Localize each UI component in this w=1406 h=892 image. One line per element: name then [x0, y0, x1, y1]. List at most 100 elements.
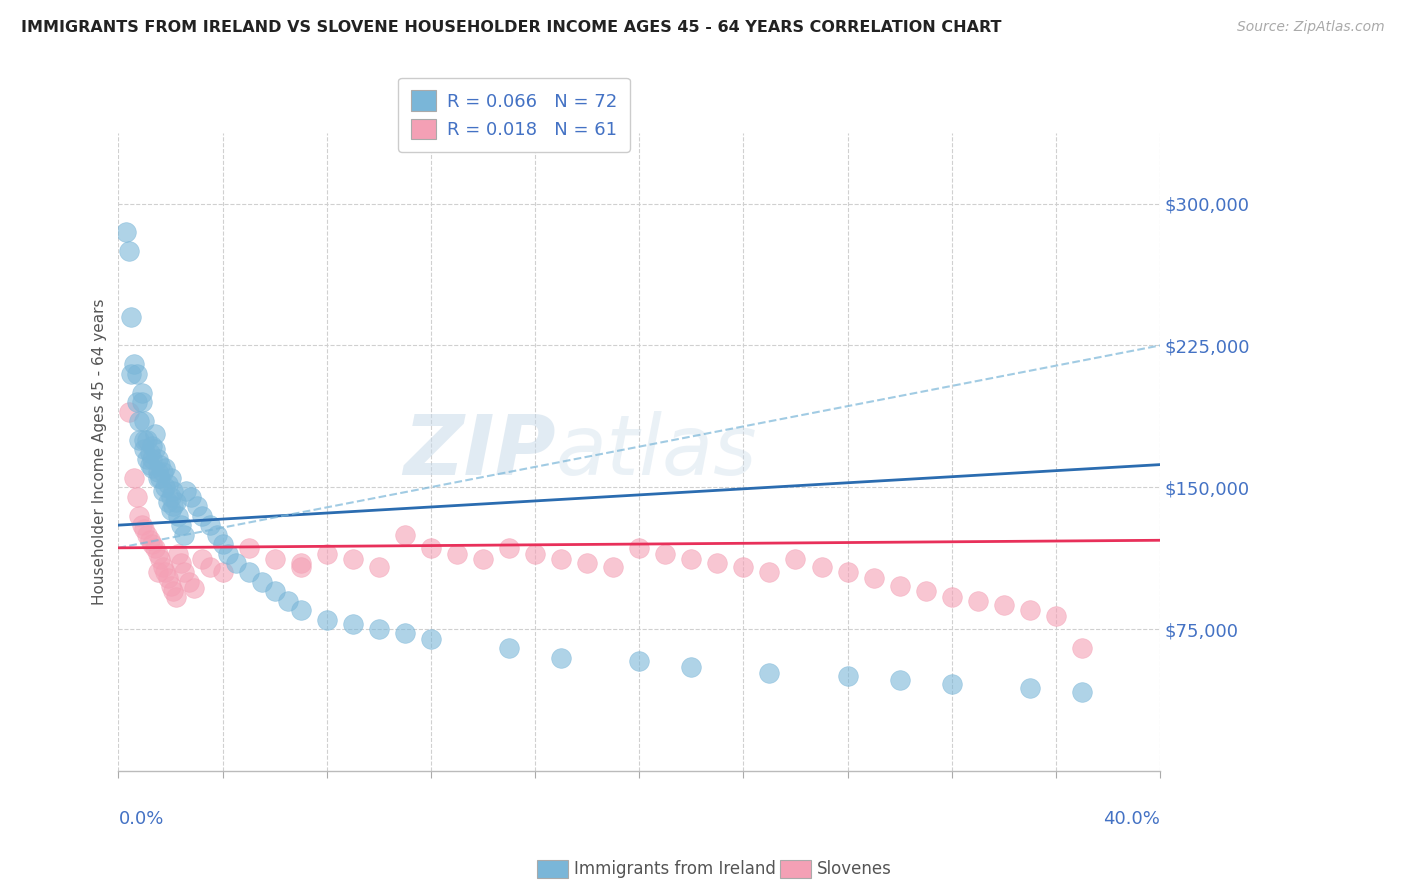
Point	[146, 465, 169, 479]
Point	[134, 414, 156, 428]
Point	[498, 641, 520, 656]
Point	[170, 556, 193, 570]
Point	[138, 446, 160, 460]
Point	[118, 404, 141, 418]
Point	[394, 626, 416, 640]
Point	[141, 537, 163, 551]
Point	[941, 677, 963, 691]
Point	[167, 547, 190, 561]
Point	[394, 527, 416, 541]
Point	[125, 367, 148, 381]
Point	[121, 310, 143, 324]
Point	[941, 590, 963, 604]
Point	[681, 660, 703, 674]
Point	[498, 541, 520, 555]
Legend: R = 0.066   N = 72, R = 0.018   N = 61: R = 0.066 N = 72, R = 0.018 N = 61	[398, 78, 630, 152]
Point	[159, 490, 181, 504]
Point	[628, 541, 651, 555]
Point	[217, 547, 239, 561]
Point	[810, 559, 832, 574]
Point	[1071, 684, 1094, 698]
Point	[290, 603, 312, 617]
Point	[758, 566, 780, 580]
Point	[993, 598, 1015, 612]
Point	[136, 452, 159, 467]
Point	[141, 452, 163, 467]
Point	[785, 552, 807, 566]
Text: ZIP: ZIP	[404, 411, 555, 492]
Text: atlas: atlas	[555, 411, 758, 492]
Point	[146, 471, 169, 485]
Point	[681, 552, 703, 566]
Point	[155, 480, 177, 494]
Point	[149, 552, 172, 566]
Point	[628, 654, 651, 668]
Point	[143, 427, 166, 442]
Point	[602, 559, 624, 574]
Point	[889, 579, 911, 593]
Point	[472, 552, 495, 566]
Point	[128, 433, 150, 447]
Point	[146, 566, 169, 580]
Point	[136, 527, 159, 541]
Point	[191, 552, 214, 566]
Point	[211, 537, 233, 551]
Point	[211, 566, 233, 580]
Point	[138, 533, 160, 548]
Point	[131, 395, 153, 409]
Point	[367, 559, 389, 574]
Point	[149, 458, 172, 472]
Point	[263, 552, 285, 566]
Point	[162, 584, 184, 599]
Point	[207, 527, 229, 541]
Point	[125, 395, 148, 409]
Point	[342, 616, 364, 631]
Point	[183, 581, 205, 595]
Point	[419, 632, 441, 646]
Point	[152, 484, 174, 499]
Point	[862, 571, 884, 585]
Point	[238, 541, 260, 555]
Point	[758, 665, 780, 680]
Point	[134, 433, 156, 447]
Point	[966, 594, 988, 608]
Point	[250, 574, 273, 589]
Point	[315, 547, 337, 561]
Point	[524, 547, 547, 561]
Point	[837, 669, 859, 683]
Point	[177, 574, 200, 589]
Point	[159, 471, 181, 485]
Point	[152, 465, 174, 479]
Point	[263, 584, 285, 599]
Point	[706, 556, 728, 570]
Point	[141, 461, 163, 475]
Point	[156, 571, 179, 585]
Point	[131, 518, 153, 533]
Point	[162, 484, 184, 499]
Point	[125, 490, 148, 504]
Point	[419, 541, 441, 555]
Point	[165, 590, 187, 604]
Point	[342, 552, 364, 566]
Text: Source: ZipAtlas.com: Source: ZipAtlas.com	[1237, 20, 1385, 34]
Point	[159, 503, 181, 517]
Point	[155, 566, 177, 580]
Point	[162, 500, 184, 514]
Point	[1018, 603, 1040, 617]
Point	[122, 471, 145, 485]
Text: Immigrants from Ireland: Immigrants from Ireland	[574, 860, 776, 878]
Point	[138, 458, 160, 472]
Point	[128, 508, 150, 523]
Point	[550, 552, 572, 566]
Point	[136, 433, 159, 447]
Y-axis label: Householder Income Ages 45 - 64 years: Householder Income Ages 45 - 64 years	[93, 299, 107, 605]
Point	[167, 508, 190, 523]
Point	[180, 490, 202, 504]
Point	[173, 527, 195, 541]
Point	[121, 367, 143, 381]
Point	[550, 650, 572, 665]
Point	[186, 500, 208, 514]
Point	[1018, 681, 1040, 695]
Point	[225, 556, 247, 570]
Text: 0.0%: 0.0%	[118, 810, 165, 828]
